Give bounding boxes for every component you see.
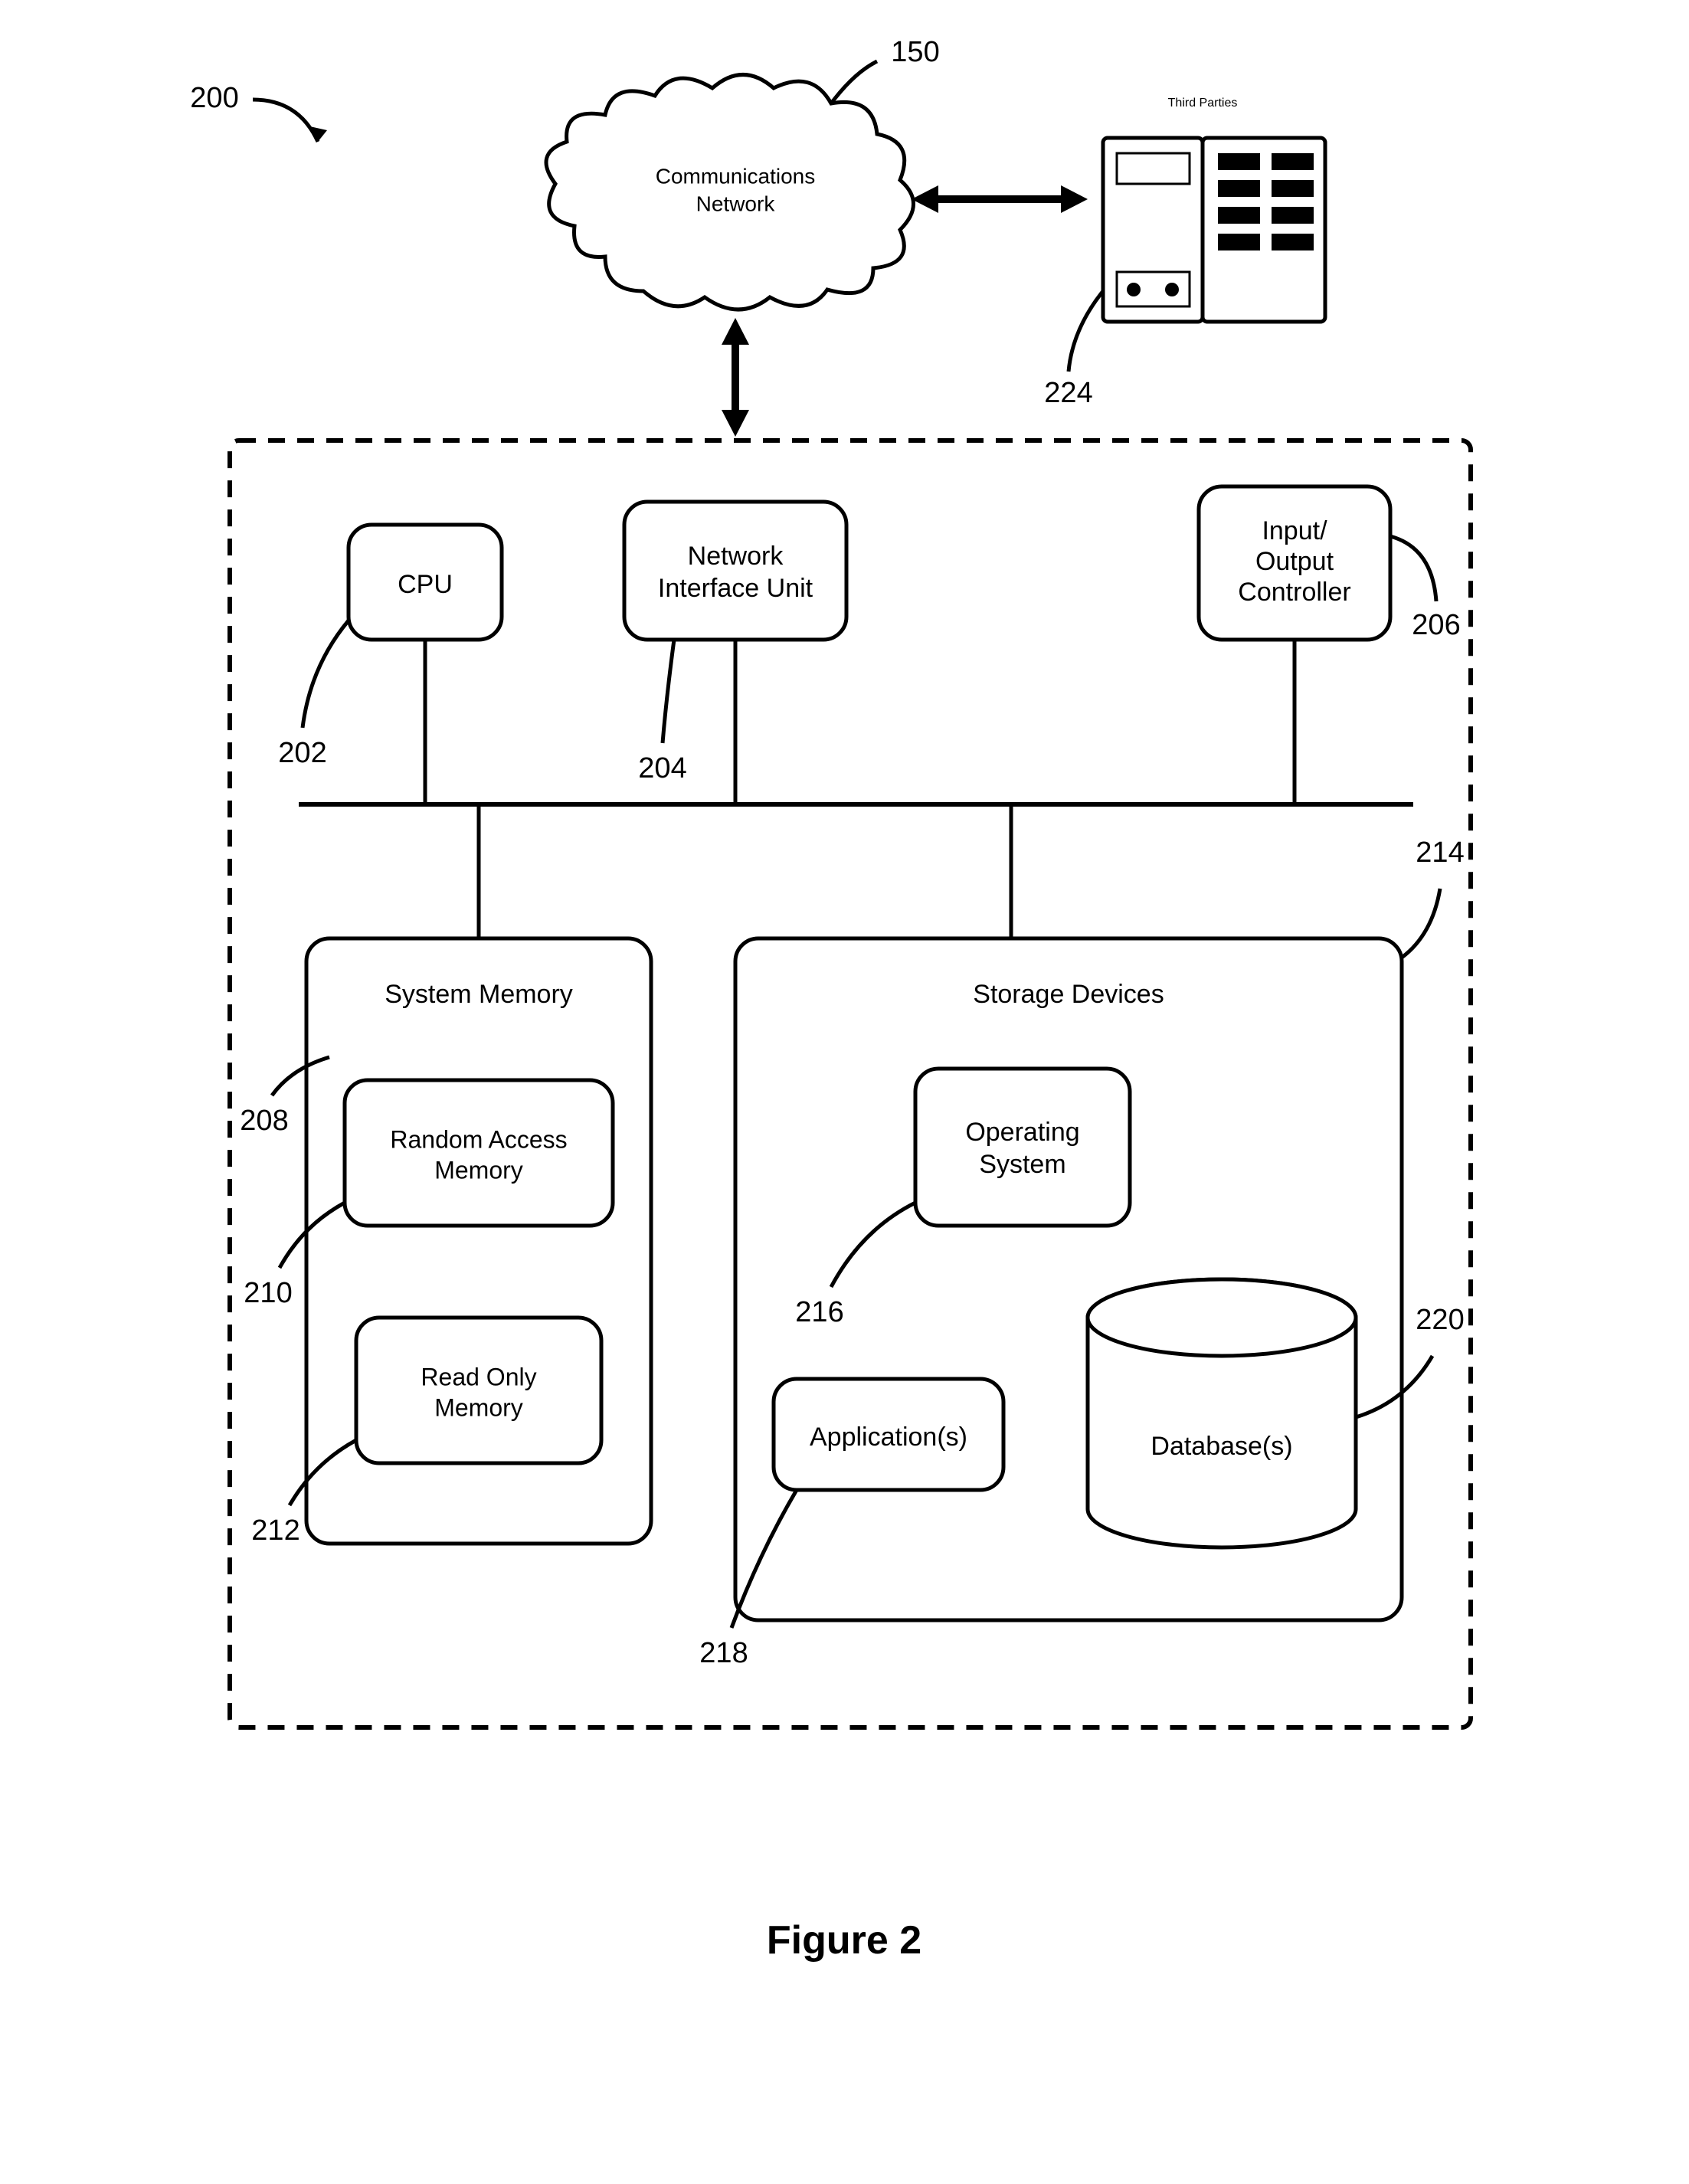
ref-220: 220 (1416, 1304, 1464, 1336)
os-l1: Operating (965, 1118, 1079, 1147)
apps-label: Application(s) (810, 1423, 967, 1452)
ref-214: 214 (1416, 837, 1464, 869)
ref-224: 224 (1044, 377, 1092, 409)
cloud-label-2: Network (696, 192, 776, 215)
cloud-label-1: Communications (656, 164, 816, 188)
os-l2: System (979, 1150, 1065, 1179)
io-l1: Input/ (1262, 516, 1327, 545)
leader-204 (663, 640, 674, 743)
diagram-root: 200 Third Parties 224 Communications Net… (0, 0, 1689, 2184)
rom-l1: Read Only (421, 1363, 536, 1390)
ref-212: 212 (251, 1514, 300, 1547)
third-parties-label: Third Parties (1168, 97, 1238, 110)
ref-216: 216 (795, 1296, 843, 1328)
sysmem-label: System Memory (385, 980, 573, 1009)
rom-l2: Memory (434, 1393, 523, 1421)
io-l2: Output (1255, 547, 1334, 576)
ref-204: 204 (638, 752, 686, 784)
figure-caption: Figure 2 (767, 1918, 921, 1963)
arrowhead-200 (306, 126, 327, 142)
server-icon (1103, 138, 1325, 322)
arrow-cloud-server (912, 185, 1088, 213)
ref-202: 202 (278, 737, 326, 769)
io-l3: Controller (1238, 578, 1350, 607)
ram-l1: Random Access (390, 1125, 567, 1153)
db-label: Database(s) (1151, 1432, 1292, 1461)
ram-l2: Memory (434, 1156, 523, 1184)
ref-208: 208 (240, 1105, 288, 1137)
cpu-label: CPU (398, 570, 453, 599)
cloud-icon: Communications Network (546, 75, 914, 310)
leader-206 (1390, 536, 1436, 601)
storage-label: Storage Devices (973, 980, 1164, 1009)
ref-200: 200 (190, 82, 238, 114)
leader-150 (831, 61, 877, 103)
os-box (915, 1069, 1130, 1226)
ref-206: 206 (1412, 609, 1460, 641)
ref-210: 210 (244, 1277, 292, 1309)
arrow-200 (253, 100, 318, 142)
niu-box (624, 502, 846, 640)
leader-214 (1402, 889, 1440, 958)
ref-218: 218 (699, 1637, 748, 1669)
niu-l2: Interface Unit (658, 574, 813, 603)
leader-202 (303, 620, 349, 728)
arrow-cloud-niu (722, 318, 749, 437)
niu-l1: Network (688, 542, 784, 571)
leader-224 (1069, 291, 1103, 372)
ref-150: 150 (891, 36, 939, 68)
database-icon: Database(s) (1088, 1279, 1356, 1547)
